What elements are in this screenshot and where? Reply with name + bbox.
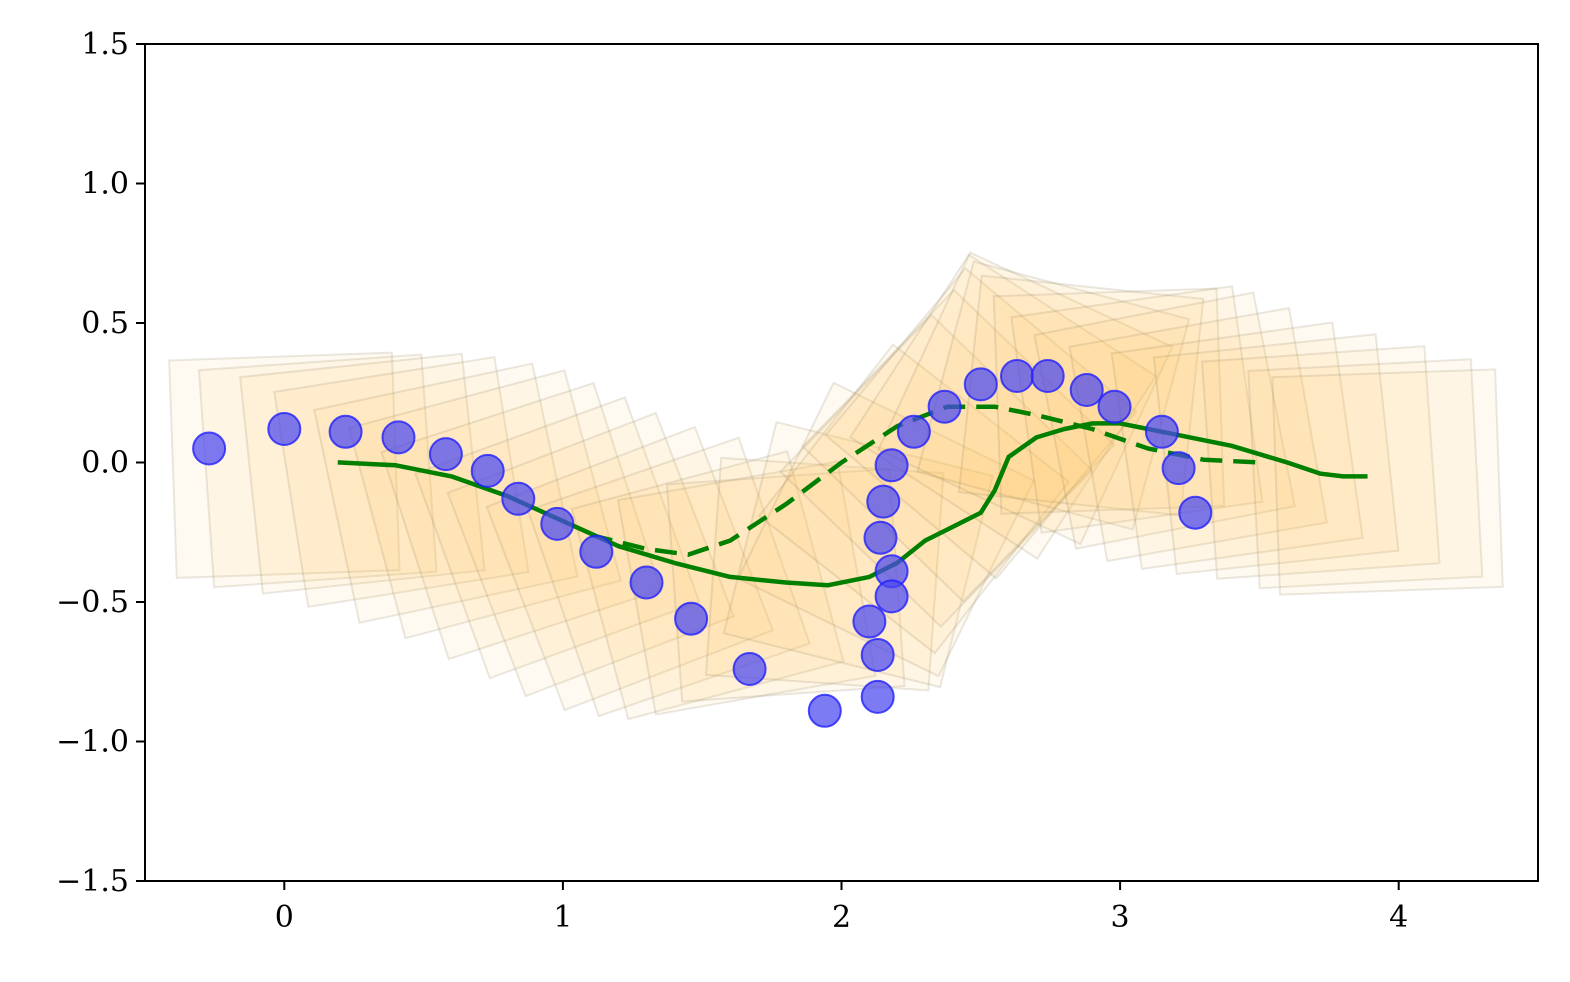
scatter-point <box>629 565 664 600</box>
scatter-point <box>470 453 505 488</box>
orientation-box <box>1200 345 1441 580</box>
scatter-point <box>1097 389 1132 424</box>
orientation-box <box>526 436 811 718</box>
orientation-boxes <box>168 251 1504 721</box>
scatter-point <box>866 484 901 519</box>
orientation-box <box>1247 358 1484 590</box>
scatter-point <box>852 604 887 639</box>
orientation-box <box>848 253 1158 561</box>
trajectory-lines <box>337 404 1368 588</box>
orientation-box <box>313 362 579 624</box>
y-tick-label: −0.5 <box>56 585 129 620</box>
orientation-box <box>779 313 1094 629</box>
scatter-point <box>540 506 575 541</box>
x-tick-label: 0 <box>275 900 294 935</box>
scatter-point <box>807 693 842 728</box>
orientation-box <box>570 450 845 721</box>
orientation-box <box>877 251 1174 546</box>
scatter-point <box>732 652 767 686</box>
y-axis: −1.5 −1.0 −0.5 0.0 0.5 1.0 1.5 <box>56 27 145 899</box>
orientation-box <box>824 267 1138 580</box>
scatter-point <box>927 389 962 424</box>
scatter-point <box>860 638 895 672</box>
scatter-point <box>674 601 709 636</box>
orientation-box <box>347 369 622 640</box>
scatter-point <box>579 534 614 569</box>
orientation-box <box>168 351 401 579</box>
orientation-box <box>485 425 775 712</box>
x-tick-label: 4 <box>1389 900 1408 935</box>
orientation-box <box>1271 368 1504 596</box>
y-tick-label: −1.0 <box>56 725 129 760</box>
scatter-point <box>1144 414 1179 449</box>
y-tick-label: −1.5 <box>56 864 129 899</box>
scatter-point <box>874 579 909 614</box>
orientation-box <box>1068 306 1328 563</box>
scatter-point <box>963 367 998 402</box>
x-tick-label: 2 <box>832 900 851 935</box>
scatter-point <box>860 679 895 714</box>
scatter-point <box>1030 359 1065 393</box>
x-tick-label: 3 <box>1111 900 1130 935</box>
scatter-point <box>1161 451 1196 486</box>
y-tick-label: 0.5 <box>81 306 129 341</box>
y-tick-label: 1.0 <box>81 167 129 202</box>
orientation-box <box>1010 285 1264 534</box>
scatter-point <box>381 420 416 455</box>
scatter-point <box>896 414 931 449</box>
scatter-point <box>1000 359 1034 393</box>
x-tick-label: 1 <box>553 900 572 935</box>
orientation-box <box>757 343 1071 655</box>
scatter-point <box>192 431 227 466</box>
x-axis: 0 1 2 3 4 <box>275 881 1408 935</box>
scatter-points <box>192 359 1213 728</box>
orientation-box <box>197 353 438 589</box>
scatter-point <box>428 437 463 472</box>
scatter-point <box>267 412 302 446</box>
y-tick-label: 1.5 <box>81 27 129 62</box>
scatter-point <box>863 520 898 555</box>
solid-trajectory-line <box>337 421 1368 588</box>
y-tick-label: 0.0 <box>81 446 129 481</box>
scatter-point <box>1178 495 1213 530</box>
scatter-point <box>1069 373 1104 407</box>
scatter-point <box>328 414 363 449</box>
scatter-point <box>874 448 909 483</box>
scatter-point <box>501 481 536 516</box>
dashed-trajectory-line <box>590 404 1260 557</box>
orientation-box <box>616 460 877 716</box>
